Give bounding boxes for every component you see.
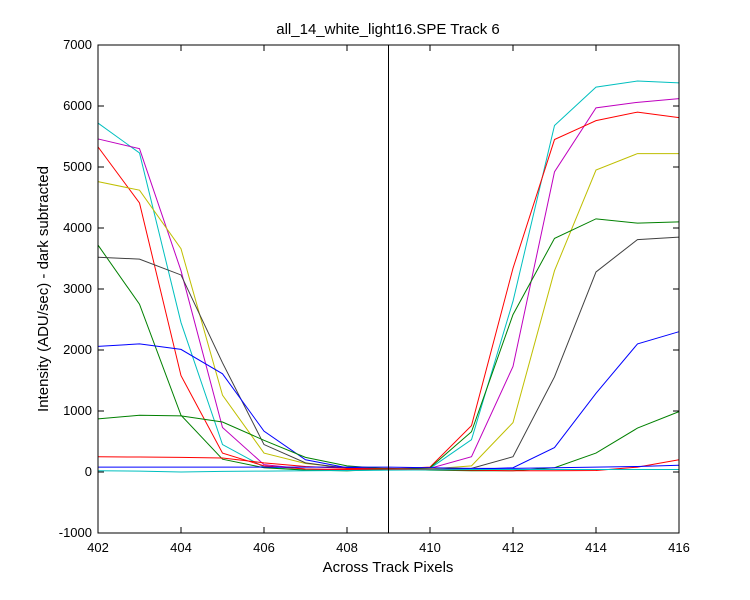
x-tick-label: 404	[170, 540, 192, 555]
y-tick-label: 3000	[63, 281, 92, 296]
x-tick-label: 408	[336, 540, 358, 555]
y-tick-label: 1000	[63, 403, 92, 418]
y-tick-label: 6000	[63, 98, 92, 113]
y-tick-label: 5000	[63, 159, 92, 174]
chart-title: all_14_white_light16.SPE Track 6	[276, 21, 499, 38]
x-tick-label: 416	[668, 540, 690, 555]
x-tick-label: 406	[253, 540, 275, 555]
x-tick-label: 412	[502, 540, 524, 555]
x-tick-label: 414	[585, 540, 607, 555]
x-tick-label: 410	[419, 540, 441, 555]
y-axis-label: Intensity (ADU/sec) - dark subtracted	[35, 166, 52, 412]
y-tick-label: 4000	[63, 220, 92, 235]
y-tick-label: 7000	[63, 37, 92, 52]
y-axis-ticks: -1000 0 1000 2000 3000 4000 5000 6000 7000	[59, 37, 679, 540]
x-tick-label: 402	[87, 540, 109, 555]
y-tick-label: -1000	[59, 525, 92, 540]
x-axis-label: Across Track Pixels	[323, 559, 454, 576]
x-axis-ticks: 402 404 406 408 410 412 414 416	[87, 45, 690, 555]
y-tick-label: 0	[85, 464, 92, 479]
y-tick-label: 2000	[63, 342, 92, 357]
